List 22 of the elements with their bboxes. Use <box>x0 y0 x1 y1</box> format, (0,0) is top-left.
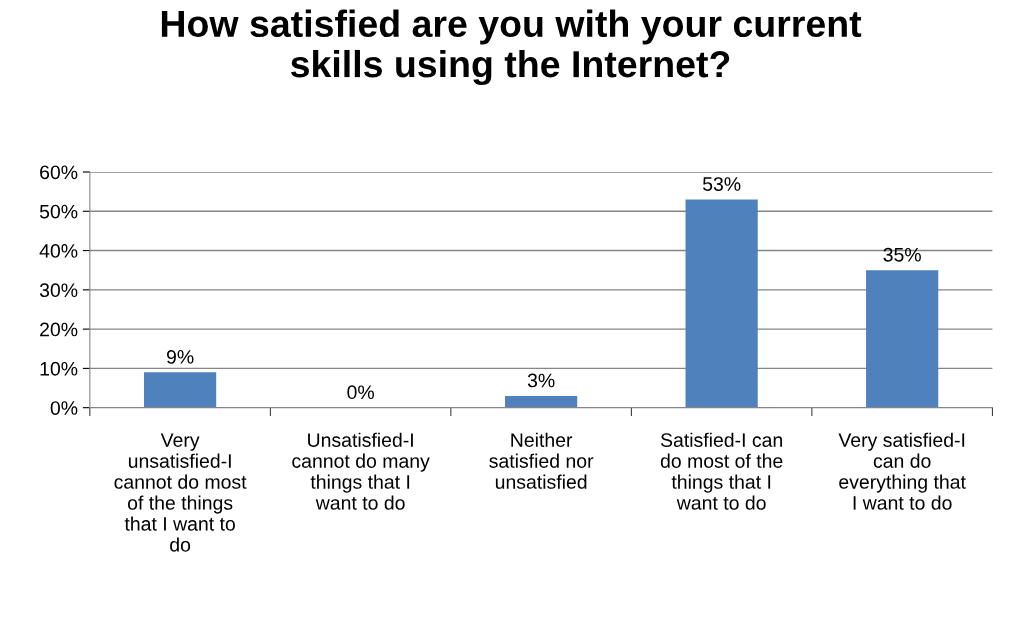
y-tick-label: 10% <box>40 361 78 376</box>
bar <box>505 395 578 408</box>
y-tick-label: 60% <box>40 165 78 180</box>
y-tick-label: 40% <box>39 244 78 258</box>
y-tick-label: 0% <box>50 401 78 415</box>
data-label: 3% <box>527 373 555 388</box>
data-label: 9% <box>166 350 194 364</box>
x-tick-label: Satisfied-I can do most of the things that I want to do <box>660 432 783 510</box>
x-tick-label: Unsatisfied-I cannot do many things that I want to do <box>292 432 430 510</box>
y-tick-label: 20% <box>40 322 78 337</box>
chart-title: How satisfied are you with your current skills using the Internet? <box>161 9 862 86</box>
bar <box>685 199 758 408</box>
data-label: 53% <box>702 177 741 191</box>
y-tick-label: 30% <box>39 283 78 298</box>
bar <box>866 270 939 408</box>
data-label: 0% <box>347 385 374 400</box>
y-tick-label: 50% <box>39 204 78 219</box>
x-tick-label: Neither satisfied nor unsatisfied <box>489 432 594 489</box>
x-tick-label: Very unsatisfied-I cannot do most of the things that I want to do <box>114 433 247 552</box>
data-label: 35% <box>883 247 921 262</box>
x-tick-label: Very satisfied-I can do everything that I want to do <box>838 432 966 510</box>
bar <box>144 372 217 408</box>
